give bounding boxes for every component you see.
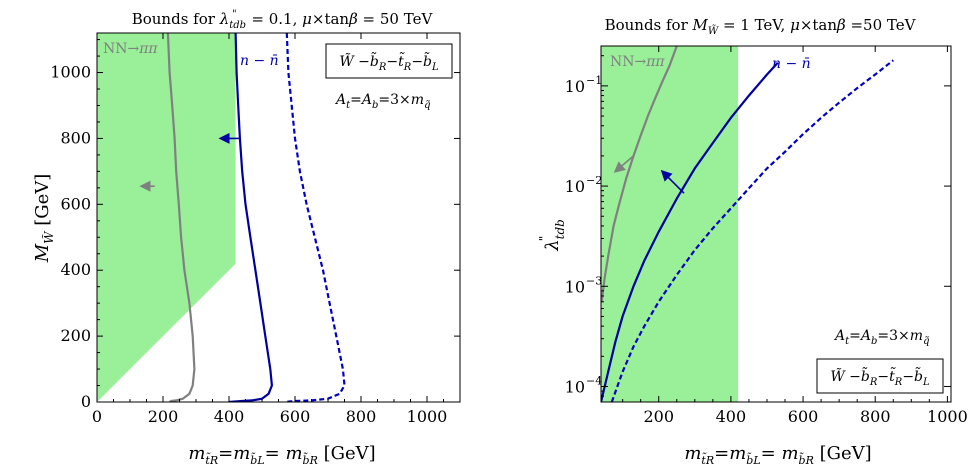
right-chart-title: Bounds for MW̃ = 1 TeV, μ×tanβ =50 TeV: [605, 16, 917, 37]
right-plot-frame: [600, 45, 952, 403]
right-y-tick-label: 10: [565, 277, 585, 296]
right-series-0: [601, 46, 678, 302]
right-y-tick-label: 10: [565, 77, 585, 96]
right-y-tick-exponent: −1: [586, 74, 602, 87]
right-arrow-0: [613, 155, 634, 173]
right-arrow-1: [660, 169, 685, 194]
left-y-axis-label: MW̃ [GeV]: [32, 174, 56, 264]
left-x-tick-label: 0: [92, 407, 102, 426]
right-excluded-region: [601, 46, 739, 402]
right-nnbar-label: n − n̄: [772, 56, 811, 72]
right-y-axis-label: λtdb": [537, 219, 567, 252]
left-chart-title: Bounds for λtdb" = 0.1, μ×tanβ = 50 TeV: [132, 9, 434, 31]
right-x-tick-label: 1000: [927, 407, 968, 426]
right-x-tick-label: 400: [716, 407, 747, 426]
right-legend-box: [816, 358, 944, 394]
left-y-tick-label: 0: [81, 392, 91, 411]
left-shaded-polygon: [97, 33, 236, 402]
right-series-2: [610, 59, 894, 402]
left-chart: 0 200 400 600 800 1000 0 200 400 600 800 1000 Bound…: [32, 9, 461, 467]
left-y-tick-label: 600: [60, 194, 91, 213]
left-y-tick-label: 200: [60, 326, 91, 345]
right-series-1: [601, 62, 779, 402]
right-shaded-rect: [601, 46, 739, 402]
left-curves: [139, 33, 346, 402]
right-nn-label: NN→ππ: [610, 54, 665, 70]
right-legend-text: W̃ −b̃R−t̃R−b̃L: [830, 366, 930, 388]
left-y-tick-label: 1000: [50, 63, 91, 82]
right-y-tick-exponent: −2: [586, 174, 602, 187]
left-series-2: [284, 33, 346, 402]
left-y-tick-label: 800: [60, 128, 91, 147]
left-legend-box: [325, 43, 453, 79]
left-x-tick-label: 600: [280, 407, 311, 426]
right-y-tick-exponent: −3: [586, 274, 602, 287]
left-excluded-region: [97, 33, 236, 402]
left-x-tick-label: 200: [148, 407, 179, 426]
left-x-axis-label: mt̃R=mb̃L= mb̃R [GeV]: [188, 443, 375, 467]
right-x-tick-label: 800: [860, 407, 891, 426]
right-y-tick-exponent: −4: [586, 374, 602, 387]
right-x-axis-label: mt̃R=mb̃L= mb̃R [GeV]: [684, 443, 871, 467]
left-nn-label: NN→ππ: [103, 41, 158, 57]
left-series-0: [166, 33, 196, 402]
left-series-1: [228, 33, 274, 402]
left-x-tick-label: 800: [346, 407, 377, 426]
right-curves: [601, 46, 894, 402]
right-x-tick-label: 200: [643, 407, 674, 426]
left-nnbar-label: n − n̄: [240, 53, 279, 69]
right-x-tick-label: 600: [788, 407, 819, 426]
right-y-tick-label: 10: [565, 377, 585, 396]
left-x-tick-label: 400: [214, 407, 245, 426]
right-at-annotation: At=Ab=3×mq̃: [833, 328, 929, 347]
left-legend-text: W̃ −b̃R−t̃R−b̃L: [339, 51, 439, 73]
right-y-tick-label: 10: [565, 177, 585, 196]
left-at-annotation: At=Ab=3×mq̃: [334, 92, 430, 111]
left-x-tick-label: 1000: [407, 407, 448, 426]
left-ticks: 0 200 400 600 800 1000 0 200 400 600 800 1000: [50, 33, 461, 426]
left-y-tick-label: 400: [60, 260, 91, 279]
